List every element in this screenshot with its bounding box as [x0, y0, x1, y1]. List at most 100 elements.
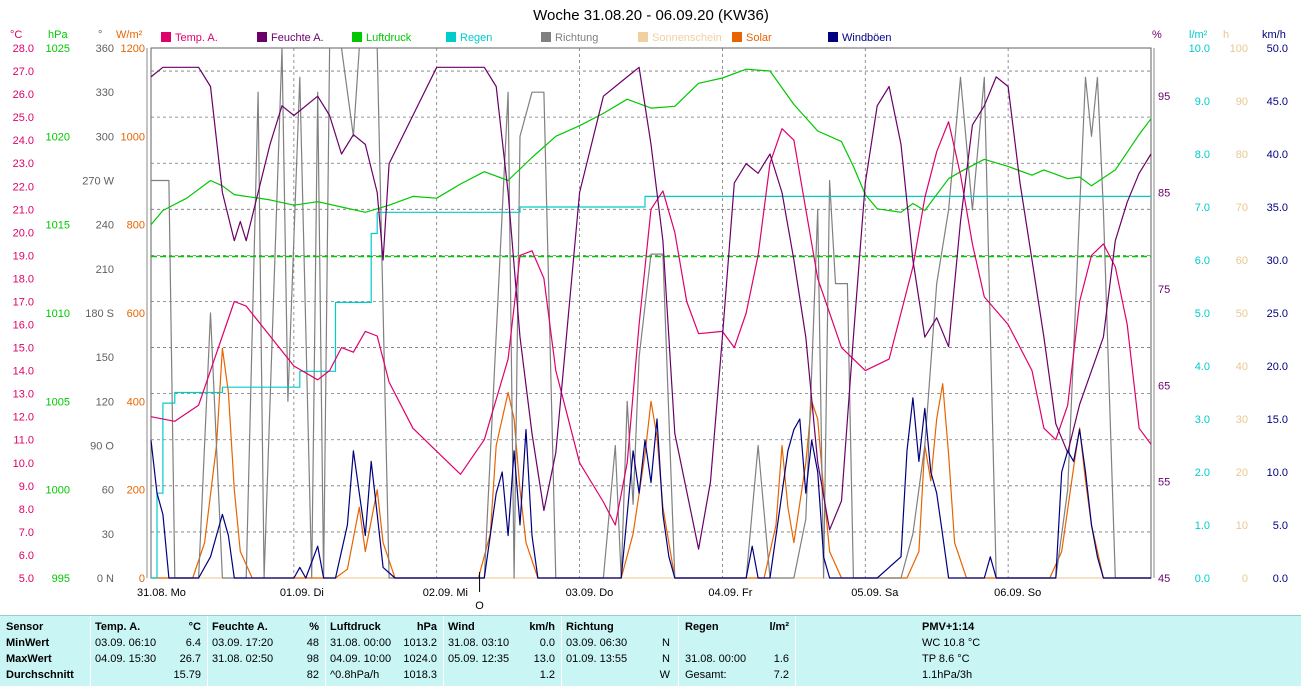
axis-tick-label: 26.0: [13, 89, 34, 101]
axis-tick-label: 5.0: [1273, 520, 1288, 532]
stats-pmv-trend: 1.1hPa/3h: [922, 669, 973, 681]
axis-tick-label: 1020: [46, 131, 70, 143]
weather-chart: Woche 31.08.20 - 06.09.20 (KW36) Temp. A…: [10, 7, 1288, 612]
x-axis-day-label: 04.09. Fr: [708, 587, 752, 599]
x-axis-day-label: 05.09. Sa: [851, 587, 899, 599]
axis-tick-label: 7.0: [1195, 202, 1210, 214]
axis-tick-label: 300: [96, 131, 114, 143]
stats-wind-avg-val: 1.2: [539, 669, 555, 681]
axis-tick-label: 24.0: [13, 135, 34, 147]
stats-temp-unit: °C: [188, 621, 201, 633]
axis-tick-label: 90 O: [90, 441, 114, 453]
axis-tick-label: 45.0: [1267, 96, 1288, 108]
axis-tick-label: 60: [1236, 255, 1248, 267]
axis-tick-label: 200: [127, 485, 145, 497]
stats-row-min: MinWert: [6, 637, 50, 649]
stats-wind-min-time: 31.08. 03:10: [448, 637, 510, 649]
axis-tick-label: 6.0: [1195, 255, 1210, 267]
stats-regen-unit: l/m²: [769, 621, 789, 633]
legend-swatch: [541, 32, 551, 42]
axis-tick-label: 15.0: [1267, 414, 1288, 426]
axis-tick-label: 75: [1158, 284, 1170, 296]
axis-unit-hpa: hPa: [48, 29, 68, 41]
axis-tick-label: 25.0: [1267, 308, 1288, 320]
legend-label: Richtung: [555, 32, 598, 44]
stats-col-richtung: Richtung 03.09. 06:30 N 01.09. 13:55 N W: [561, 616, 678, 686]
axis-tick-label: 995: [52, 573, 70, 585]
stats-feuchte-hdr: Feuchte A.: [212, 621, 268, 633]
axis-tick-label: 50.0: [1267, 43, 1288, 55]
axis-tick-label: 10.0: [1189, 43, 1210, 55]
axis-tick-label: 6.0: [19, 550, 34, 562]
axis-tick-label: 8.0: [1195, 149, 1210, 161]
axis-tick-label: 0: [139, 573, 145, 585]
stats-richtung-max-time: 01.09. 13:55: [566, 653, 628, 665]
axis-tick-label: 210: [96, 264, 114, 276]
stats-col-sensor: Sensor MinWert MaxWert Durchschnitt: [0, 616, 90, 686]
axis-tick-label: 95: [1158, 91, 1170, 103]
axis-tick-label: 1025: [46, 43, 70, 55]
stats-pmv-wc: WC 10.8 °C: [922, 637, 981, 649]
stats-regen-max-val: 1.6: [773, 653, 789, 665]
stats-col-druck: Luftdruck hPa 31.08. 00:00 1013.2 04.09.…: [325, 616, 443, 686]
stats-col-regen: Regen l/m² 31.08. 00:00 1.6 Gesamt: 7.2: [678, 616, 795, 686]
axis-unit-kmh: km/h: [1262, 29, 1286, 41]
stats-regen-total-val: 7.2: [773, 669, 789, 681]
stats-temp-max-time: 04.09. 15:30: [95, 653, 157, 665]
stats-feuchte-min-val: 48: [306, 637, 319, 649]
wind-marker-label: O: [475, 600, 484, 612]
x-axis-day-label: 03.09. Do: [566, 587, 614, 599]
axis-tick-label: 150: [96, 352, 114, 364]
x-axis-day-label: 06.09. So: [994, 587, 1041, 599]
stats-wind-min-val: 0.0: [539, 637, 555, 649]
x-axis-day-label: 02.09. Mi: [423, 587, 468, 599]
axis-tick-label: 65: [1158, 380, 1170, 392]
stats-pmv-hdr: PMV+1:14: [922, 621, 975, 633]
axis-tick-label: 400: [127, 396, 145, 408]
stats-row-max: MaxWert: [6, 653, 52, 665]
stats-col-feuchte: Feuchte A. % 03.09. 17:20 48 31.08. 02:5…: [207, 616, 325, 686]
stats-feuchte-min-time: 03.09. 17:20: [212, 637, 274, 649]
stats-druck-unit: hPa: [416, 621, 437, 633]
stats-panel: Sensor MinWert MaxWert Durchschnitt Temp…: [0, 615, 1301, 686]
stats-regen-max-time: 31.08. 00:00: [685, 653, 747, 665]
axis-unit-pct: %: [1152, 29, 1162, 41]
axis-tick-label: 21.0: [13, 204, 34, 216]
axis-unit-lm2: l/m²: [1189, 29, 1208, 41]
axis-tick-label: 85: [1158, 188, 1170, 200]
stats-druck-max-time: 04.09. 10:00: [330, 653, 392, 665]
stats-richtung-avg-val: W: [659, 669, 670, 681]
axis-tick-label: 7.0: [19, 527, 34, 539]
axis-tick-label: 270 W: [82, 176, 114, 188]
axis-tick-label: 90: [1236, 96, 1248, 108]
legend-label: Windböen: [842, 32, 892, 44]
stats-wind-max-val: 13.0: [533, 653, 555, 665]
legend-swatch: [446, 32, 456, 42]
axis-tick-label: 2.0: [1195, 467, 1210, 479]
axes: °C 5.0 6.0 7.0 8.0 9.0 10.0 11.0 12.0 13.0 14.0 15.…: [10, 29, 1288, 585]
stats-feuchte-max-val: 98: [306, 653, 319, 665]
stats-wind-unit: km/h: [529, 621, 555, 633]
axis-tick-label: 360: [96, 43, 114, 55]
axis-tick-label: 18.0: [13, 273, 34, 285]
stats-col-temp: Temp. A. °C 03.09. 06:10 6.4 04.09. 15:3…: [90, 616, 207, 686]
axis-tick-label: 30: [102, 529, 114, 541]
axis-tick-label: 3.0: [1195, 414, 1210, 426]
axis-tick-label: 240: [96, 220, 114, 232]
axis-tick-label: 30: [1236, 414, 1248, 426]
stats-col-wind: Wind km/h 31.08. 03:10 0.0 05.09. 12:35 …: [443, 616, 561, 686]
legend-label: Temp. A.: [175, 32, 218, 44]
axis-tick-label: 0.0: [1195, 573, 1210, 585]
stats-feuchte-avg-val: 82: [306, 669, 319, 681]
stats-druck-max-val: 1024.0: [403, 653, 437, 665]
axis-tick-label: 1.0: [1195, 520, 1210, 532]
axis-tick-label: 30.0: [1267, 255, 1288, 267]
axis-tick-label: 11.0: [13, 435, 34, 447]
stats-feuchte-max-time: 31.08. 02:50: [212, 653, 274, 665]
axis-tick-label: 100: [1230, 43, 1248, 55]
axis-tick-label: 12.0: [13, 412, 34, 424]
stats-wind-max-time: 05.09. 12:35: [448, 653, 510, 665]
legend-swatch: [257, 32, 267, 42]
axis-unit-temp: °C: [10, 29, 22, 41]
axis-tick-label: 19.0: [13, 250, 34, 262]
